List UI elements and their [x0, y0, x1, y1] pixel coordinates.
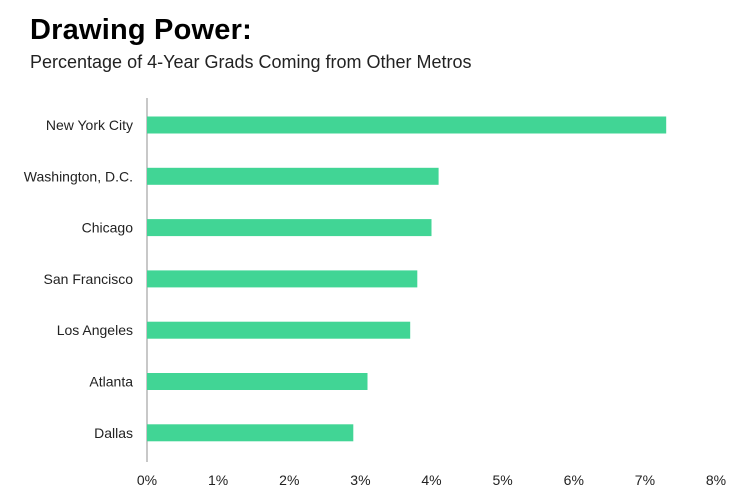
category-label: Dallas	[94, 425, 133, 441]
x-tick-label: 1%	[208, 472, 228, 488]
category-label: Washington, D.C.	[24, 168, 133, 184]
bar-atlanta	[147, 373, 368, 390]
category-label: Chicago	[82, 220, 134, 236]
category-label: Los Angeles	[57, 322, 133, 338]
x-tick-label: 0%	[137, 472, 157, 488]
bar-washington-d-c	[147, 167, 439, 185]
bar-san-francisco	[147, 270, 418, 288]
category-label: San Francisco	[44, 271, 134, 287]
x-tick-label: 5%	[492, 472, 512, 488]
bar-los-angeles	[147, 321, 411, 339]
x-tick-label: 4%	[421, 472, 441, 488]
x-tick-label: 7%	[635, 472, 655, 488]
category-label: New York City	[46, 117, 133, 133]
bar-dallas	[147, 424, 354, 442]
bar-chicago	[147, 219, 432, 237]
x-tick-label: 2%	[279, 472, 299, 488]
chart-title: Drawing Power:	[30, 14, 252, 46]
x-tick-label: 6%	[564, 472, 584, 488]
x-tick-label: 3%	[350, 472, 370, 488]
category-label: Atlanta	[89, 374, 133, 390]
x-tick-label: 8%	[706, 472, 726, 488]
chart-subtitle: Percentage of 4-Year Grads Coming from O…	[30, 52, 472, 72]
bar-new-york-city	[147, 116, 667, 134]
